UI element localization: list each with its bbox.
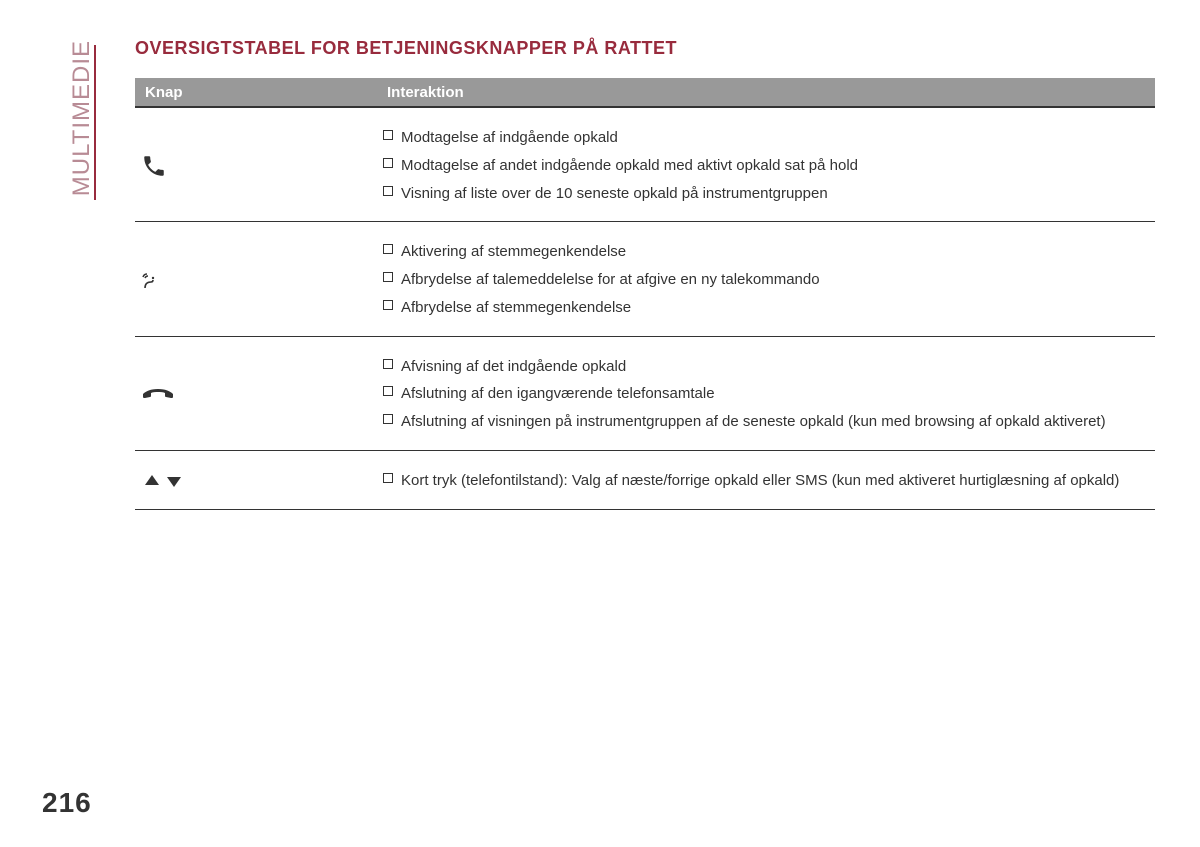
page-number: 216 [42,787,92,819]
bullet-icon [383,300,393,310]
list-item-text: Afslutning af den igangværende telefonsa… [401,380,1155,408]
list-item-text: Modtagelse af indgående opkald [401,124,1155,152]
interaction-list: Kort tryk (telefontilstand): Valg af næs… [383,467,1155,495]
bullet-icon [383,414,393,424]
table-row: Kort tryk (telefontilstand): Valg af næs… [135,451,1155,510]
list-item-text: Visning af liste over de 10 seneste opka… [401,180,1155,208]
interaction-list: Aktivering af stemmegenkendelse Afbrydel… [383,238,1155,321]
table-row: Aktivering af stemmegenkendelse Afbrydel… [135,222,1155,336]
interaction-list: Modtagelse af indgående opkald Modtagels… [383,124,1155,207]
bullet-icon [383,473,393,483]
col-header-interaktion: Interaktion [383,84,1155,101]
bullet-icon [383,272,393,282]
bullet-icon [383,158,393,168]
list-item: Afbrydelse af stemmegenkendelse [383,294,1155,322]
list-item-text: Kort tryk (telefontilstand): Valg af næs… [401,467,1155,495]
interaction-list: Afvisning af det indgående opkald Afslut… [383,353,1155,436]
table-header-row: Knap Interaktion [135,78,1155,108]
list-item-text: Aktivering af stemmegenkendelse [401,238,1155,266]
col-header-knap: Knap [135,84,383,101]
list-item: Modtagelse af andet indgående opkald med… [383,152,1155,180]
list-item: Modtagelse af indgående opkald [383,124,1155,152]
hangup-icon [135,353,383,436]
table-row: Modtagelse af indgående opkald Modtagels… [135,108,1155,222]
controls-table: Knap Interaktion Modtagelse af indgående… [135,78,1155,510]
list-item-text: Modtagelse af andet indgående opkald med… [401,152,1155,180]
list-item: Kort tryk (telefontilstand): Valg af næs… [383,467,1155,495]
list-item: Afslutning af den igangværende telefonsa… [383,380,1155,408]
list-item: Afbrydelse af talemeddelelse for at afgi… [383,266,1155,294]
list-item-text: Afslutning af visningen på instrumentgru… [401,408,1155,436]
page-title: OVERSIGTSTABEL FOR BETJENINGSKNAPPER PÅ … [135,38,677,59]
phone-icon [135,124,383,207]
list-item-text: Afvisning af det indgående opkald [401,353,1155,381]
bullet-icon [383,244,393,254]
bullet-icon [383,186,393,196]
list-item: Aktivering af stemmegenkendelse [383,238,1155,266]
bullet-icon [383,386,393,396]
list-item: Afslutning af visningen på instrumentgru… [383,408,1155,436]
table-row: Afvisning af det indgående opkald Afslut… [135,337,1155,451]
voice-command-icon [135,238,383,321]
bullet-icon [383,130,393,140]
list-item-text: Afbrydelse af stemmegenkendelse [401,294,1155,322]
list-item: Visning af liste over de 10 seneste opka… [383,180,1155,208]
list-item: Afvisning af det indgående opkald [383,353,1155,381]
side-tab-underline [94,45,96,200]
bullet-icon [383,359,393,369]
up-down-arrows-icon [135,467,383,495]
list-item-text: Afbrydelse af talemeddelelse for at afgi… [401,266,1155,294]
